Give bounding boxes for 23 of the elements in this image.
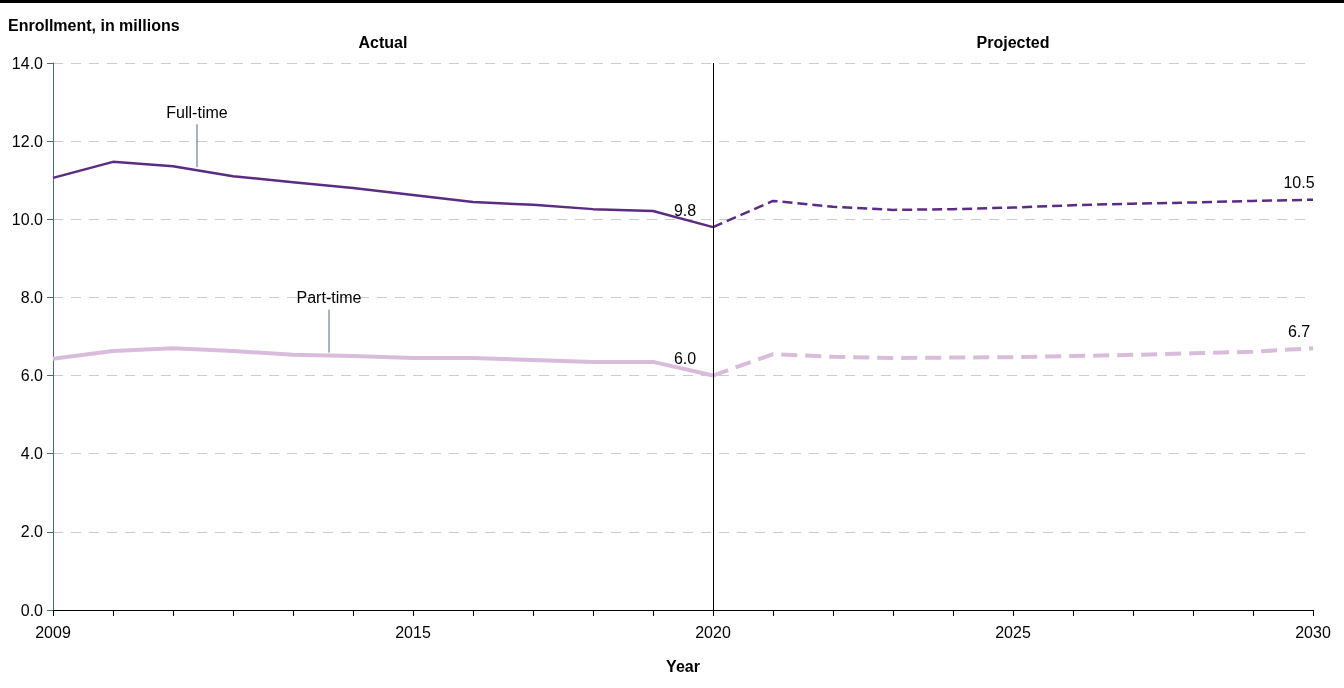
text: Projected (976, 33, 1050, 51)
x-tick-label: 2015 (395, 623, 431, 641)
text: Actual (358, 33, 408, 51)
y-tick-label: 2.0 (20, 523, 44, 541)
x-tick-label: 2030 (1295, 623, 1331, 641)
x-axis-title: Year (666, 657, 700, 675)
x-tick-label: 2020 (695, 623, 731, 641)
data-label: 10.5 (1283, 174, 1315, 192)
y-axis-title: Enrollment, in millions (8, 16, 180, 34)
data-label: 9.8 (673, 201, 697, 219)
x-tick-label: 2009 (35, 623, 71, 641)
text: Part-time (296, 289, 362, 307)
data-label: 6.7 (1287, 322, 1311, 340)
y-tick-label: 6.0 (20, 367, 44, 385)
y-tick-label: 12.0 (11, 132, 44, 150)
y-tick-label: 0.0 (20, 601, 44, 619)
y-tick-label: 4.0 (20, 445, 44, 463)
y-tick-label: 14.0 (11, 54, 44, 72)
data-label: 6.0 (673, 350, 697, 368)
y-tick-label: 8.0 (20, 288, 44, 306)
y-tick-label: 10.0 (11, 210, 44, 228)
x-tick-label: 2025 (995, 623, 1031, 641)
text: Full-time (166, 103, 228, 121)
